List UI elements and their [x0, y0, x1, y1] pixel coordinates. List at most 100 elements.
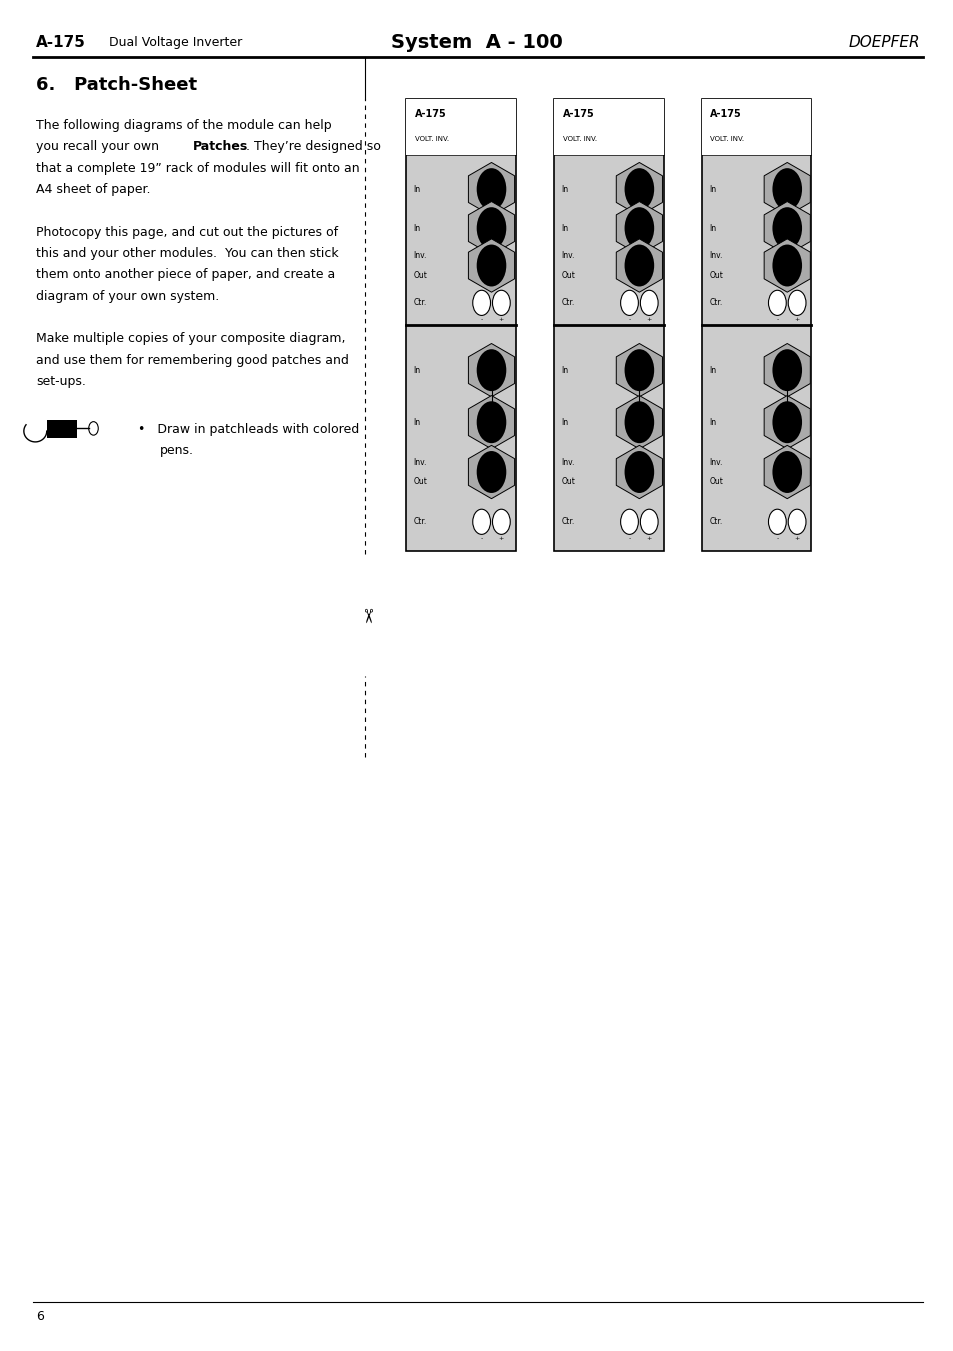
Polygon shape	[616, 446, 661, 499]
Text: Out: Out	[414, 272, 427, 280]
Circle shape	[624, 207, 654, 249]
Polygon shape	[468, 396, 514, 449]
Text: Out: Out	[709, 477, 722, 486]
Text: Make multiple copies of your composite diagram,: Make multiple copies of your composite d…	[36, 332, 345, 346]
Text: In: In	[709, 224, 716, 232]
Text: -: -	[480, 317, 482, 322]
Text: +: +	[498, 536, 503, 542]
Circle shape	[476, 207, 506, 249]
Circle shape	[772, 349, 801, 392]
Text: set-ups.: set-ups.	[36, 376, 86, 388]
Text: Out: Out	[414, 477, 427, 486]
Text: VOLT. INV.: VOLT. INV.	[710, 136, 743, 142]
Text: A-175: A-175	[415, 109, 446, 119]
Circle shape	[768, 290, 785, 315]
Circle shape	[473, 290, 490, 315]
Circle shape	[624, 245, 654, 286]
Circle shape	[639, 509, 658, 535]
Circle shape	[476, 349, 506, 392]
Text: VOLT. INV.: VOLT. INV.	[415, 136, 448, 142]
Text: -: -	[776, 317, 778, 322]
Text: -: -	[776, 536, 778, 542]
Circle shape	[787, 509, 805, 535]
Text: The following diagrams of the module can help: The following diagrams of the module can…	[36, 119, 332, 132]
Text: A-175: A-175	[36, 35, 86, 50]
Circle shape	[620, 509, 638, 535]
Text: In: In	[561, 224, 568, 232]
Text: diagram of your own system.: diagram of your own system.	[36, 289, 219, 303]
Polygon shape	[468, 239, 514, 292]
Text: Inv.: Inv.	[561, 458, 575, 466]
Text: In: In	[414, 366, 420, 374]
Text: Ctr.: Ctr.	[709, 517, 721, 527]
Circle shape	[772, 245, 801, 286]
Polygon shape	[763, 396, 809, 449]
Circle shape	[787, 290, 805, 315]
Circle shape	[624, 349, 654, 392]
Text: In: In	[561, 366, 568, 374]
Text: 6.   Patch-Sheet: 6. Patch-Sheet	[36, 76, 197, 93]
Text: that a complete 19” rack of modules will fit onto an: that a complete 19” rack of modules will…	[36, 162, 359, 174]
Circle shape	[772, 451, 801, 493]
Circle shape	[492, 290, 510, 315]
Text: +: +	[794, 536, 799, 542]
Bar	[406, 99, 515, 155]
Text: you recall your own: you recall your own	[36, 141, 163, 153]
Text: Out: Out	[561, 272, 575, 280]
Text: Inv.: Inv.	[414, 458, 427, 466]
Text: Dual Voltage Inverter: Dual Voltage Inverter	[101, 36, 242, 49]
Text: Photocopy this page, and cut out the pictures of: Photocopy this page, and cut out the pic…	[36, 226, 338, 239]
Text: DOEPFER: DOEPFER	[848, 35, 920, 50]
Text: -: -	[480, 536, 482, 542]
Circle shape	[772, 207, 801, 249]
Circle shape	[624, 451, 654, 493]
Text: In: In	[709, 366, 716, 374]
Text: Out: Out	[709, 272, 722, 280]
Text: Inv.: Inv.	[414, 251, 427, 261]
Polygon shape	[468, 201, 514, 255]
Circle shape	[620, 290, 638, 315]
Circle shape	[476, 245, 506, 286]
Polygon shape	[616, 162, 661, 216]
Text: A4 sheet of paper.: A4 sheet of paper.	[36, 182, 151, 196]
Text: and use them for remembering good patches and: and use them for remembering good patche…	[36, 354, 349, 366]
Text: In: In	[709, 417, 716, 427]
Polygon shape	[616, 343, 661, 397]
Text: Out: Out	[561, 477, 575, 486]
Circle shape	[772, 401, 801, 443]
Bar	[700, 99, 810, 155]
Circle shape	[476, 451, 506, 493]
Polygon shape	[468, 446, 514, 499]
Circle shape	[473, 509, 490, 535]
Text: ✂: ✂	[355, 607, 375, 623]
Polygon shape	[468, 343, 514, 397]
Text: Inv.: Inv.	[709, 251, 722, 261]
Text: them onto another piece of paper, and create a: them onto another piece of paper, and cr…	[36, 269, 335, 281]
Circle shape	[492, 509, 510, 535]
Circle shape	[476, 168, 506, 211]
Text: Ctr.: Ctr.	[414, 517, 426, 527]
Text: +: +	[646, 317, 651, 322]
Text: pens.: pens.	[160, 444, 194, 458]
Text: Inv.: Inv.	[709, 458, 722, 466]
Polygon shape	[616, 201, 661, 255]
Circle shape	[624, 401, 654, 443]
Text: . They’re designed so: . They’re designed so	[246, 141, 380, 153]
Polygon shape	[468, 162, 514, 216]
Bar	[553, 99, 662, 551]
Text: -: -	[628, 317, 630, 322]
Text: In: In	[709, 185, 716, 193]
Text: •   Draw in patchleads with colored: • Draw in patchleads with colored	[138, 423, 359, 436]
Text: Ctr.: Ctr.	[414, 299, 426, 307]
Text: A-175: A-175	[562, 109, 594, 119]
Text: In: In	[561, 417, 568, 427]
Bar	[47, 420, 77, 438]
Text: -: -	[628, 536, 630, 542]
Polygon shape	[763, 343, 809, 397]
Text: +: +	[498, 317, 503, 322]
Polygon shape	[763, 446, 809, 499]
Circle shape	[768, 509, 785, 535]
Text: Ctr.: Ctr.	[709, 299, 721, 307]
Text: this and your other modules.  You can then stick: this and your other modules. You can the…	[36, 247, 338, 259]
Polygon shape	[763, 239, 809, 292]
